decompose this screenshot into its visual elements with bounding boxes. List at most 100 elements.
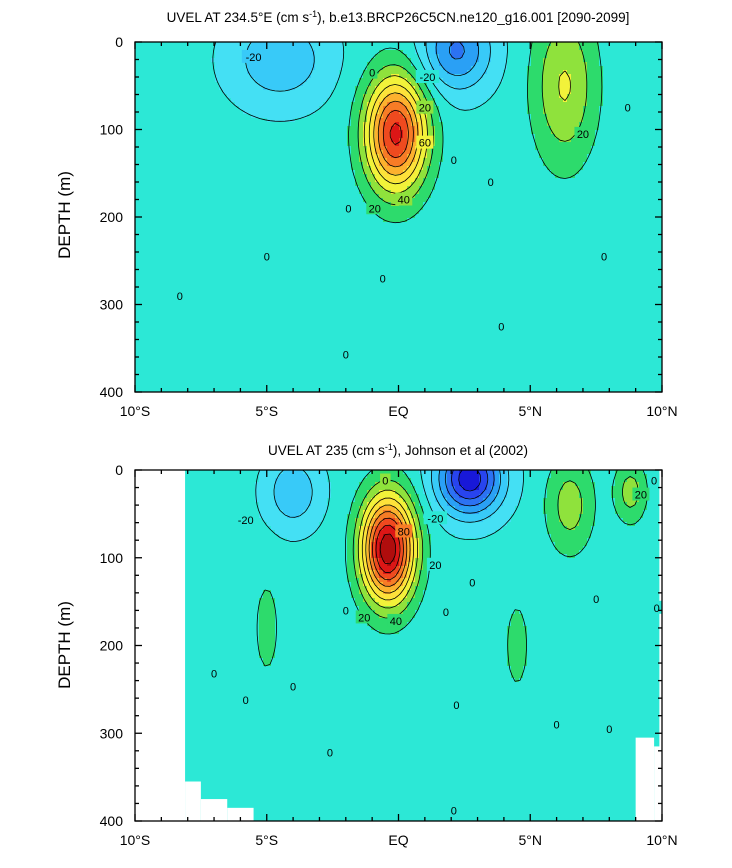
contour-cell <box>275 158 280 163</box>
contour-cell <box>275 82 280 87</box>
contour-cell <box>579 86 584 91</box>
contour-cell <box>267 146 272 151</box>
contour-cell <box>251 98 256 103</box>
contour-cell <box>307 190 312 195</box>
contour-cell <box>307 158 312 163</box>
contour-cell <box>499 90 504 95</box>
contour-cell <box>359 190 364 195</box>
contour-cell <box>435 146 440 151</box>
contour-cell <box>463 138 468 143</box>
contour-cell <box>559 98 564 103</box>
contour-cell <box>531 154 536 159</box>
contour-cell <box>139 134 144 139</box>
contour-cell <box>355 154 360 159</box>
contour-cell <box>611 182 616 187</box>
contour-cell <box>639 74 644 79</box>
contour-cell <box>283 62 288 67</box>
contour-cell <box>227 142 232 147</box>
contour-cell <box>447 122 452 127</box>
contour-cell <box>567 130 572 135</box>
contour-cell <box>391 150 396 155</box>
contour-cell <box>175 54 180 59</box>
contour-cell <box>515 138 520 143</box>
contour-cell <box>407 86 412 91</box>
contour-cell <box>411 150 416 155</box>
contour-cell <box>419 46 424 51</box>
contour-cell <box>411 182 416 187</box>
contour-cell <box>307 118 312 123</box>
contour-cell <box>355 58 360 63</box>
contour-cell <box>247 110 252 115</box>
contour-cell <box>555 166 560 171</box>
contour-cell <box>223 94 228 99</box>
contour-cell <box>563 154 568 159</box>
contour-cell <box>251 70 256 75</box>
contour-cell <box>295 54 300 59</box>
contour-cell <box>391 182 396 187</box>
contour-cell <box>423 162 428 167</box>
contour-cell <box>463 42 468 47</box>
contour-cell <box>535 42 540 47</box>
contour-cell <box>319 146 324 151</box>
contour-cell <box>579 186 584 191</box>
contour-cell <box>207 86 212 91</box>
contour-cell <box>587 154 592 159</box>
contour-cell <box>199 178 204 183</box>
contour-cell <box>155 110 160 115</box>
contour-cell <box>227 182 232 187</box>
contour-cell <box>607 114 612 119</box>
contour-cell <box>303 74 308 79</box>
contour-cell <box>611 154 616 159</box>
contour-cell <box>335 50 340 55</box>
contour-cell <box>419 130 424 135</box>
contour-cell <box>135 150 140 155</box>
contour-cell <box>471 70 476 75</box>
contour-cell <box>343 118 348 123</box>
contour-cell <box>379 122 384 127</box>
contour-cell <box>507 162 512 167</box>
contour-cell <box>259 74 264 79</box>
contour-cell <box>419 94 424 99</box>
contour-cell <box>303 158 308 163</box>
contour-cell <box>463 110 468 115</box>
contour-cell <box>267 94 272 99</box>
contour-cell <box>259 86 264 91</box>
contour-cell <box>371 190 376 195</box>
contour-cell <box>551 162 556 167</box>
contour-cell <box>147 42 152 47</box>
contour-cell <box>195 78 200 83</box>
contour-cell <box>639 106 644 111</box>
contour-cell <box>243 122 248 127</box>
contour-cell <box>435 42 440 47</box>
contour-cell <box>227 58 232 63</box>
contour-cell <box>355 142 360 147</box>
contour-cell <box>395 166 400 171</box>
contour-cell <box>543 94 548 99</box>
contour-cell <box>515 142 520 147</box>
contour-cell <box>367 186 372 191</box>
contour-cell <box>571 66 576 71</box>
contour-cell <box>515 54 520 59</box>
contour-cell <box>351 186 356 191</box>
contour-cell <box>223 62 228 67</box>
contour-cell <box>303 126 308 131</box>
contour-cell <box>231 78 236 83</box>
contour-cell <box>547 186 552 191</box>
contour-cell <box>191 190 196 195</box>
contour-cell <box>391 66 396 71</box>
contour-cell <box>379 130 384 135</box>
contour-cell <box>595 158 600 163</box>
contour-cell <box>387 158 392 163</box>
contour-cell <box>355 90 360 95</box>
contour-cell <box>291 86 296 91</box>
contour-cell <box>155 102 160 107</box>
contour-cell <box>323 70 328 75</box>
contour-cell <box>563 114 568 119</box>
contour-cell <box>183 138 188 143</box>
contour-cell <box>163 58 168 63</box>
contour-cell <box>187 170 192 175</box>
contour-cell <box>399 66 404 71</box>
contour-cell <box>471 158 476 163</box>
contour-cell <box>643 86 648 91</box>
